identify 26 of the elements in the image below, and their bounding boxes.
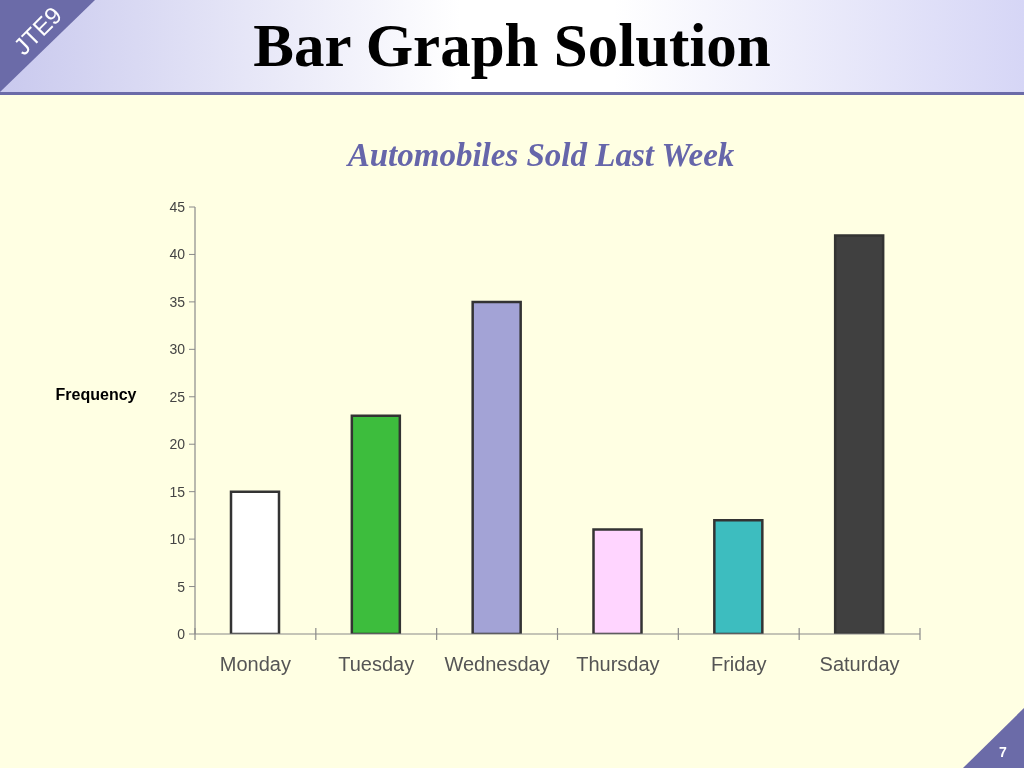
text: 7 (998, 743, 1008, 761)
y-tick-label: 5 (177, 578, 186, 595)
y-tick-label: 20 (169, 436, 186, 453)
x-tick-label: Saturday (819, 653, 900, 675)
x-tick-label: Tuesday (338, 653, 415, 675)
y-tick-label: 25 (169, 388, 186, 405)
bar (229, 490, 281, 634)
y-tick-label: 15 (169, 483, 186, 500)
x-tick-label: Monday (219, 653, 291, 675)
chart-title: Bar Graph Solution (253, 12, 771, 79)
bar (471, 300, 522, 634)
x-tick-label: Thursday (576, 653, 660, 675)
bar (833, 234, 885, 634)
y-tick-label: 30 (169, 341, 186, 358)
y-tick-label: 45 (169, 198, 186, 215)
y-tick-label: 40 (169, 246, 186, 263)
bar (713, 518, 764, 634)
bar (592, 528, 643, 634)
bar (350, 414, 402, 634)
y-tick-label: 10 (169, 531, 186, 548)
y-tick-label: 35 (169, 293, 186, 310)
y-tick-label: 0 (177, 625, 186, 642)
x-tick-label: Friday (710, 653, 767, 675)
chart-subtitle: Automobiles Sold Last Week (345, 136, 736, 175)
y-axis-title: Frequency (54, 385, 138, 405)
x-tick-label: Wednesday (444, 653, 550, 675)
